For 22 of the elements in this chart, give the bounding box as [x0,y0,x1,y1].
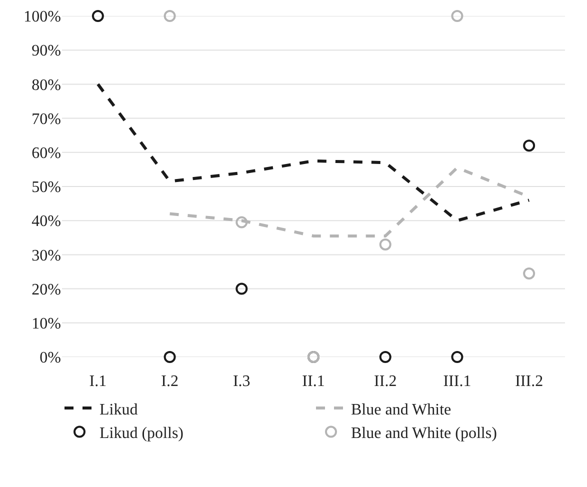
legend-label: Blue and White [351,401,452,418]
x-tick-label: II.1 [302,373,325,390]
y-tick-label: 30% [32,247,61,264]
x-tick-label: II.2 [374,373,397,390]
y-tick-label: 60% [32,145,61,162]
x-tick-label: I.2 [161,373,178,390]
y-tick-label: 80% [32,76,61,94]
y-tick-label: 40% [32,213,61,230]
x-tick-label: I.1 [89,373,107,390]
y-tick-label: 10% [32,316,61,332]
x-tick-label: I.3 [232,373,250,390]
y-tick-label: 100% [24,8,61,26]
x-tick-label: III.2 [515,373,544,390]
y-tick-label: 20% [32,281,61,298]
legend-label: Likud [100,401,138,418]
legend-label: Likud (polls) [100,425,184,442]
y-tick-label: 90% [32,42,61,60]
y-tick-label: 0% [40,350,61,367]
x-tick-label: III.1 [443,373,472,390]
y-tick-label: 50% [32,179,61,196]
legend-label: Blue and White (polls) [351,425,497,442]
y-tick-label: 70% [32,110,61,128]
